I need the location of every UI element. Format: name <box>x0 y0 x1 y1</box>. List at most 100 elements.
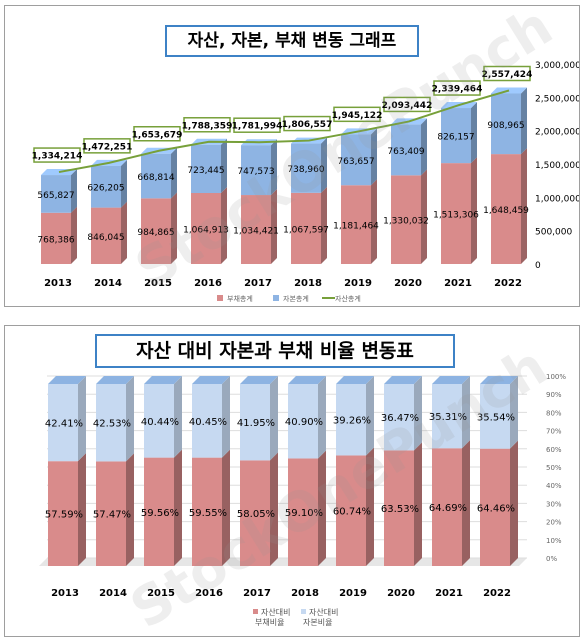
x-tick-label: 2021 <box>435 588 463 599</box>
y-tick-label: 20% <box>546 519 562 527</box>
debt-bar <box>391 175 421 264</box>
debt-bar <box>341 185 371 264</box>
legend-label: 자산대비 <box>309 607 338 617</box>
debt-bar-side <box>414 442 422 566</box>
equity-bar <box>91 165 121 208</box>
equity-bar-side <box>222 376 230 458</box>
debt-data-label: 64.46% <box>477 503 515 514</box>
equity-bar-top <box>288 376 326 384</box>
y-tick-label: 80% <box>546 409 562 417</box>
debt-bar <box>240 460 270 566</box>
y-tick-label: 50% <box>546 464 562 472</box>
x-tick-label: 2014 <box>94 278 122 289</box>
x-tick-label: 2016 <box>195 588 223 599</box>
equity-data-label: 565,827 <box>37 191 74 201</box>
equity-bar-top <box>432 376 470 384</box>
debt-bar <box>480 448 510 566</box>
debt-data-label: 64.69% <box>429 503 467 514</box>
equity-data-label: 738,960 <box>287 165 324 175</box>
equity-data-label: 723,445 <box>187 166 224 176</box>
debt-data-label: 1,330,032 <box>383 217 429 227</box>
equity-bar-side <box>121 159 127 208</box>
equity-data-label: 35.31% <box>429 412 467 423</box>
equity-bar-side <box>371 128 377 186</box>
assets-data-label: 2,557,424 <box>482 70 533 80</box>
equity-bar <box>491 93 521 155</box>
debt-bar-side <box>366 447 374 566</box>
chart-title-ratio: 자산 대비 자본과 부채 비율 변동표 <box>95 334 455 368</box>
y-tick-label: 30% <box>546 500 562 508</box>
debt-bar <box>141 198 171 264</box>
y-tick-label: 90% <box>546 391 562 399</box>
assets-label-box <box>433 80 481 96</box>
x-tick-label: 2022 <box>494 278 522 289</box>
assets-label-box <box>483 65 531 82</box>
equity-bar <box>192 384 222 458</box>
debt-bar-side <box>174 449 182 566</box>
equity-bar <box>384 384 414 451</box>
x-tick-label: 2013 <box>44 278 72 289</box>
debt-bar-side <box>78 453 86 566</box>
debt-bar-side <box>222 449 230 566</box>
debt-bar <box>384 450 414 566</box>
legend-swatch <box>301 609 306 614</box>
equity-data-label: 826,157 <box>437 133 474 143</box>
assets-line <box>58 89 510 174</box>
debt-data-label: 1,067,597 <box>283 225 329 235</box>
debt-bar <box>191 193 221 264</box>
equity-data-label: 908,965 <box>487 121 524 131</box>
debt-bar <box>41 212 71 264</box>
debt-data-label: 58.05% <box>237 509 275 520</box>
equity-bar <box>144 384 174 458</box>
x-tick-label: 2014 <box>99 588 127 599</box>
assets-data-label: 1,945,122 <box>332 111 383 121</box>
equity-bar-side <box>318 376 326 459</box>
debt-bar <box>432 448 462 566</box>
equity-bar-side <box>510 376 518 449</box>
debt-bar-side <box>121 201 127 264</box>
debt-bar <box>144 457 174 566</box>
equity-data-label: 763,409 <box>387 147 424 157</box>
assets-label-box <box>183 117 231 133</box>
debt-data-label: 768,386 <box>37 235 74 245</box>
debt-data-label: 57.59% <box>45 510 83 521</box>
debt-data-label: 59.10% <box>285 508 323 519</box>
x-tick-label: 2018 <box>291 588 319 599</box>
equity-data-label: 41.95% <box>237 418 275 429</box>
debt-data-label: 60.74% <box>333 507 371 518</box>
debt-bar-side <box>421 169 427 264</box>
debt-data-label: 984,865 <box>137 228 174 238</box>
assets-data-label: 1,653,679 <box>132 130 183 140</box>
debt-bar-side <box>521 148 527 264</box>
x-tick-label: 2017 <box>244 278 272 289</box>
debt-bar <box>291 192 321 264</box>
legend-swatch <box>253 609 258 614</box>
equity-data-label: 42.53% <box>93 419 131 430</box>
equity-bar-side <box>321 137 327 193</box>
chart-panel-assets: 0 500,000 1,000,000 1,500,000 2,000,000 2,500… <box>4 0 581 307</box>
assets-label-box <box>133 126 181 142</box>
equity-bar-side <box>471 102 477 164</box>
equity-bar-side <box>366 376 374 456</box>
debt-bar-side <box>126 453 134 566</box>
x-tick-label: 2020 <box>387 588 415 599</box>
equity-bar-side <box>270 376 278 461</box>
debt-bar-side <box>321 186 327 264</box>
debt-data-label: 1,648,459 <box>483 206 529 216</box>
equity-data-label: 42.41% <box>45 419 83 430</box>
equity-bar-side <box>71 169 77 213</box>
x-tick-label: 2015 <box>144 278 172 289</box>
debt-data-label: 63.53% <box>381 504 419 515</box>
x-tick-label: 2019 <box>344 278 372 289</box>
y-tick-label: 40% <box>546 482 562 490</box>
equity-data-label: 40.45% <box>189 417 227 428</box>
legend-label: 부채총계 <box>227 294 253 303</box>
equity-bar <box>96 384 126 462</box>
assets-data-label: 1,788,359 <box>182 121 233 131</box>
x-tick-label: 2017 <box>243 588 271 599</box>
debt-bar-side <box>271 189 277 264</box>
equity-bar <box>288 384 318 459</box>
equity-bar-side <box>126 376 134 462</box>
assets-data-label: 1,806,557 <box>282 120 333 130</box>
equity-bar <box>41 175 71 213</box>
